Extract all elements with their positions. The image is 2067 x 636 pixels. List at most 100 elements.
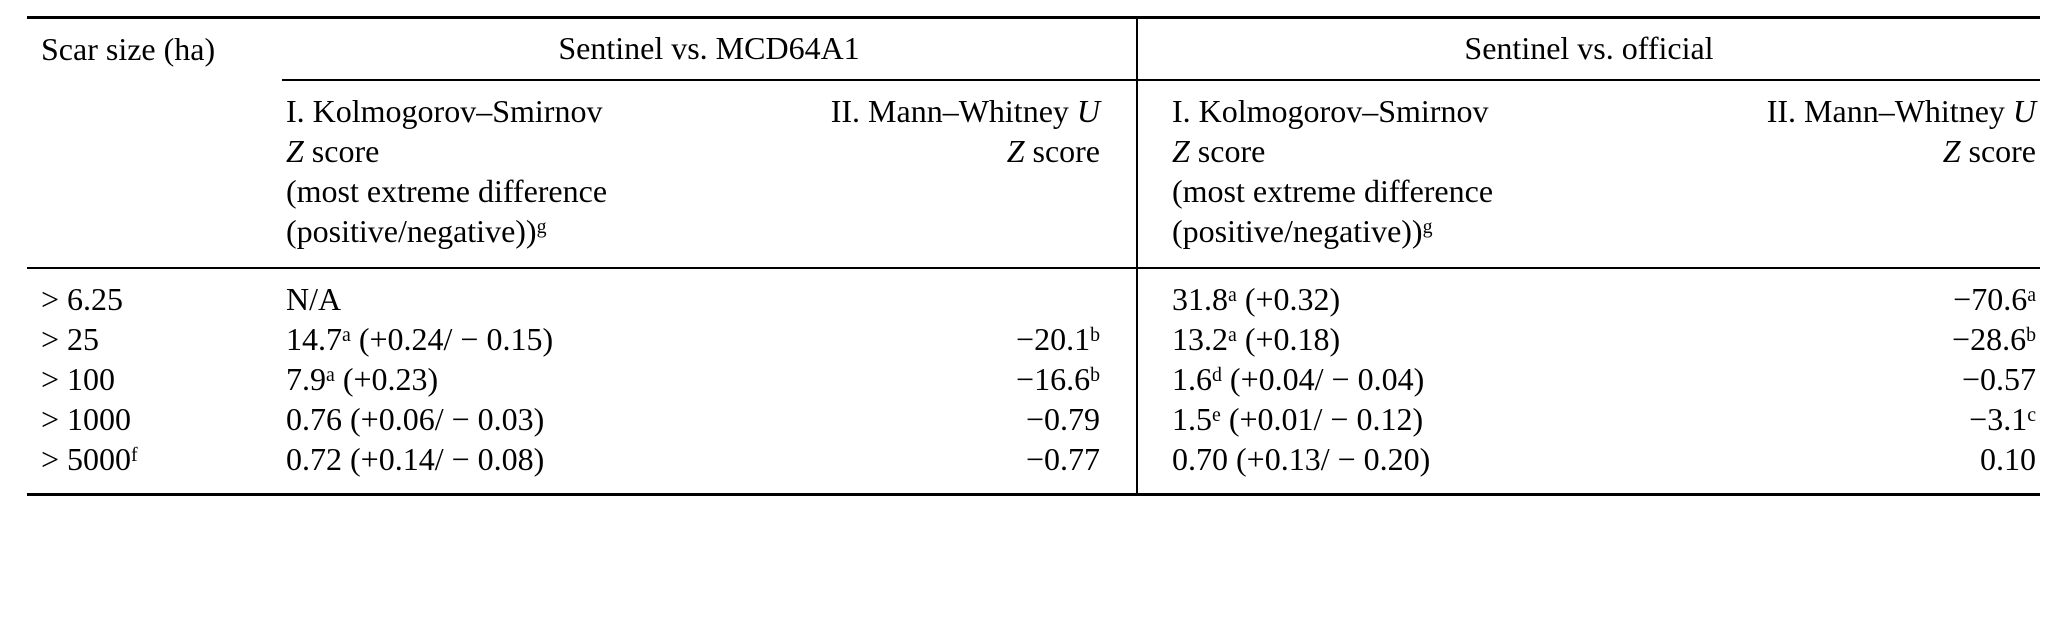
table-row: > 1000 0.76 (+0.06/ − 0.03) −0.79 1.5e (… bbox=[27, 399, 2040, 439]
ks-value: 31.8 bbox=[1172, 281, 1228, 317]
statistics-table: Scar size (ha) Sentinel vs. MCD64A1 Sent… bbox=[27, 16, 2040, 496]
u-variable: U bbox=[2012, 93, 2036, 129]
mw-value: −0.79 bbox=[1025, 401, 1100, 437]
footnote-marker: a bbox=[2027, 284, 2036, 307]
mw-value: −3.1 bbox=[1969, 401, 2028, 437]
ks-official-cell: 1.6d (+0.04/ − 0.04) bbox=[1136, 359, 1597, 399]
mw-mcd-cell: −0.77 bbox=[742, 439, 1137, 495]
table-row: > 100 7.9a (+0.23) −16.6b 1.6d (+0.04/ −… bbox=[27, 359, 2040, 399]
mw-value: 0.10 bbox=[1980, 441, 2036, 477]
footnote-marker: a bbox=[326, 364, 335, 387]
size-value: > 5000 bbox=[41, 441, 132, 477]
table-row: > 6.25 N/A 31.8a (+0.32) −70.6a bbox=[27, 268, 2040, 319]
mw-title: II. Mann–Whitney U bbox=[1597, 91, 2036, 131]
table-row: > 25 14.7a (+0.24/ − 0.15) −20.1b 13.2a … bbox=[27, 319, 2040, 359]
size-value: > 6.25 bbox=[41, 281, 124, 317]
mw-official-cell: −3.1c bbox=[1597, 399, 2040, 439]
ks-mcd-cell: 0.76 (+0.06/ − 0.03) bbox=[282, 399, 742, 439]
ks-note-line1: (most extreme difference bbox=[286, 171, 742, 211]
u-variable: U bbox=[1076, 93, 1100, 129]
size-value: > 100 bbox=[41, 361, 116, 397]
mw-value: −16.6 bbox=[1016, 361, 1091, 397]
mw-mcd-cell: −20.1b bbox=[742, 319, 1137, 359]
footnote-marker: d bbox=[1212, 364, 1222, 387]
ks-note-line1: (most extreme difference bbox=[1172, 171, 1597, 211]
group-header-row: Scar size (ha) Sentinel vs. MCD64A1 Sent… bbox=[27, 17, 2040, 81]
scar-size-cell: > 5000f bbox=[27, 439, 282, 495]
mw-mcd-subheader: II. Mann–Whitney U Z score bbox=[742, 80, 1137, 269]
ks-title: I. Kolmogorov–Smirnov bbox=[1172, 91, 1597, 131]
ks-mcd-cell: N/A bbox=[282, 268, 742, 319]
group-header-sentinel-vs-official: Sentinel vs. official bbox=[1136, 17, 2040, 81]
ks-extreme-diff: (+0.32) bbox=[1236, 281, 1341, 317]
mw-zscore-label: Z score bbox=[1597, 131, 2036, 171]
ks-note1-text: (most extreme difference bbox=[286, 173, 608, 209]
footnote-marker: b bbox=[2026, 324, 2036, 347]
ks-value: 0.72 (+0.14/ − 0.08) bbox=[286, 441, 545, 477]
footnote-marker: f bbox=[131, 444, 138, 467]
size-value: > 25 bbox=[41, 321, 100, 357]
footnote-marker-g: g bbox=[536, 216, 547, 239]
scar-size-cell: > 6.25 bbox=[27, 268, 282, 319]
size-value: > 1000 bbox=[41, 401, 132, 437]
ks-mcd-cell: 14.7a (+0.24/ − 0.15) bbox=[282, 319, 742, 359]
mw-value: −28.6 bbox=[1952, 321, 2027, 357]
scar-size-cell: > 25 bbox=[27, 319, 282, 359]
ks-value: 1.6 bbox=[1172, 361, 1212, 397]
mw-official-subheader: II. Mann–Whitney U Z score bbox=[1597, 80, 2040, 269]
z-variable: Z bbox=[1942, 133, 1961, 169]
ks-title-text: I. Kolmogorov–Smirnov bbox=[286, 93, 603, 129]
mw-title-text: II. Mann–Whitney bbox=[1766, 93, 2013, 129]
z-variable: Z bbox=[286, 133, 304, 169]
ks-value: 1.5 bbox=[1172, 401, 1212, 437]
mw-title: II. Mann–Whitney U bbox=[742, 91, 1100, 131]
ks-mcd-cell: 0.72 (+0.14/ − 0.08) bbox=[282, 439, 742, 495]
mw-mcd-cell: −0.79 bbox=[742, 399, 1137, 439]
ks-note-line2: (positive/negative))g bbox=[1172, 211, 1597, 251]
mw-value: −0.77 bbox=[1025, 441, 1100, 477]
ks-zscore-label: Z score bbox=[1172, 131, 1597, 171]
footnote-marker: a bbox=[342, 324, 351, 347]
mw-official-cell: −28.6b bbox=[1597, 319, 2040, 359]
ks-value: 7.9 bbox=[286, 361, 326, 397]
empty-subheader-cell bbox=[27, 80, 282, 269]
ks-value: 14.7 bbox=[286, 321, 342, 357]
mw-official-cell: −0.57 bbox=[1597, 359, 2040, 399]
footnote-marker: c bbox=[2027, 404, 2036, 427]
ks-extreme-diff: (+0.24/ − 0.15) bbox=[350, 321, 554, 357]
footnote-marker: e bbox=[1212, 404, 1221, 427]
z-variable: Z bbox=[1006, 133, 1025, 169]
ks-extreme-diff: (+0.01/ − 0.12) bbox=[1220, 401, 1424, 437]
ks-mcd-subheader: I. Kolmogorov–Smirnov Z score (most extr… bbox=[282, 80, 742, 269]
footnote-marker: b bbox=[1090, 324, 1100, 347]
mw-official-cell: 0.10 bbox=[1597, 439, 2040, 495]
mw-zscore-label: Z score bbox=[742, 131, 1100, 171]
footnote-marker: a bbox=[1228, 324, 1237, 347]
ks-title-text: I. Kolmogorov–Smirnov bbox=[1172, 93, 1489, 129]
score-text: score bbox=[1960, 133, 2036, 169]
ks-mcd-cell: 7.9a (+0.23) bbox=[282, 359, 742, 399]
score-text: score bbox=[303, 133, 380, 169]
ks-note1-text: (most extreme difference bbox=[1172, 173, 1494, 209]
scar-size-header: Scar size (ha) bbox=[41, 31, 216, 67]
ks-value: 13.2 bbox=[1172, 321, 1228, 357]
ks-value: 0.70 (+0.13/ − 0.20) bbox=[1172, 441, 1431, 477]
mw-official-cell: −70.6a bbox=[1597, 268, 2040, 319]
mw-value: −0.57 bbox=[1961, 361, 2036, 397]
score-text: score bbox=[1024, 133, 1100, 169]
scar-size-cell: > 100 bbox=[27, 359, 282, 399]
footnote-marker: a bbox=[1228, 284, 1237, 307]
ks-zscore-label: Z score bbox=[286, 131, 742, 171]
ks-value: 0.76 (+0.06/ − 0.03) bbox=[286, 401, 545, 437]
mw-value: −20.1 bbox=[1016, 321, 1091, 357]
table-row: > 5000f 0.72 (+0.14/ − 0.08) −0.77 0.70 … bbox=[27, 439, 2040, 495]
mw-mcd-cell bbox=[742, 268, 1137, 319]
ks-note-line2: (positive/negative))g bbox=[286, 211, 742, 251]
score-text: score bbox=[1189, 133, 1266, 169]
ks-official-subheader: I. Kolmogorov–Smirnov Z score (most extr… bbox=[1136, 80, 1597, 269]
ks-note2-text: (positive/negative)) bbox=[1172, 213, 1423, 249]
mw-title-text: II. Mann–Whitney bbox=[830, 93, 1077, 129]
mw-value: −70.6 bbox=[1953, 281, 2028, 317]
ks-extreme-diff: (+0.23) bbox=[334, 361, 439, 397]
